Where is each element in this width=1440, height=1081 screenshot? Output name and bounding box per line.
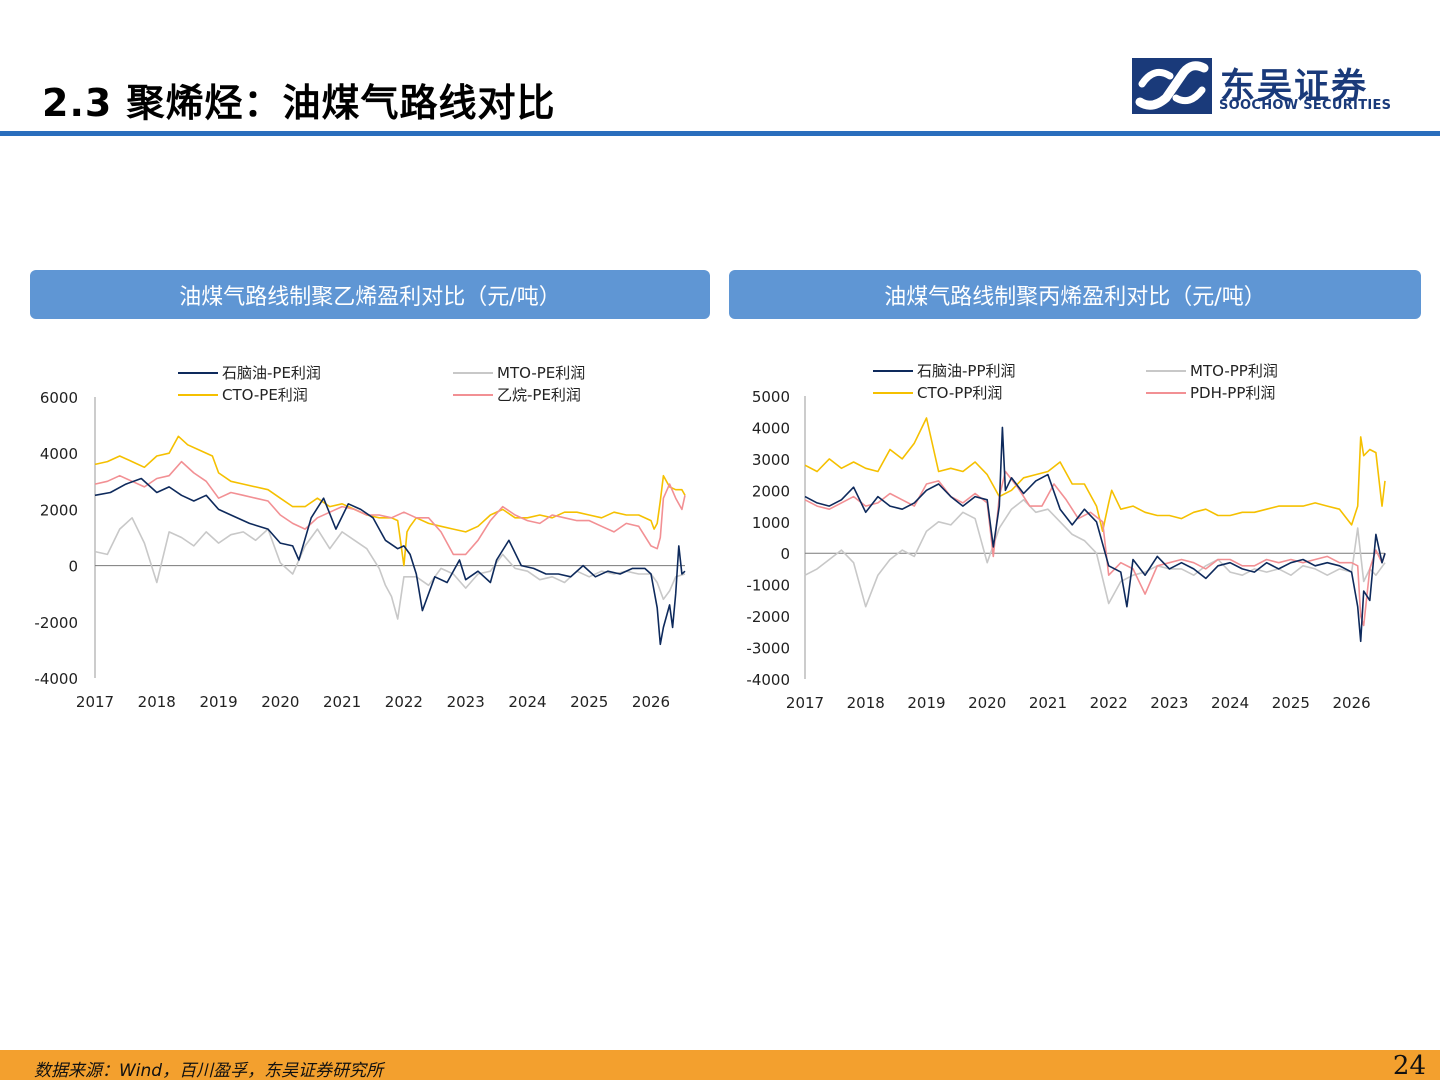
x-tick-label: 2019 [907, 694, 945, 712]
company-logo: 东吴证券 SOOCHOW SECURITIES [1132, 58, 1412, 118]
y-tick-label: 0 [68, 558, 78, 576]
x-tick-label: 2022 [1090, 694, 1128, 712]
y-tick-label: -3000 [746, 640, 790, 658]
logo-mark-icon [1132, 58, 1212, 114]
x-tick-label: 2017 [786, 694, 824, 712]
page-title: 2.3 聚烯烃：油煤气路线对比 [42, 81, 556, 125]
logo-text-en: SOOCHOW SECURITIES [1219, 98, 1392, 113]
x-tick-label: 2018 [847, 694, 885, 712]
x-tick-label: 2023 [1150, 694, 1188, 712]
x-tick-label: 2020 [261, 693, 299, 711]
legend-label: 石脑油-PE利润 [222, 364, 321, 382]
series-line-0 [804, 426, 1386, 643]
pp-chart-title: 油煤气路线制聚丙烯盈利对比（元/吨） [729, 270, 1421, 319]
x-tick-label: 2019 [199, 693, 237, 711]
y-tick-label: -1000 [746, 577, 790, 595]
pp-profit-chart: 5000 4000 3000 2000 1000 0 -1000 -2000 -3000 -400… [746, 362, 1386, 712]
x-tick-label: 2026 [632, 693, 670, 711]
page-number: 24 [1392, 1051, 1426, 1081]
legend-label: MTO-PP利润 [1190, 362, 1278, 380]
x-tick-label: 2018 [138, 693, 176, 711]
logo-text-cn: 东吴证券 [1220, 67, 1369, 107]
legend-label: PDH-PP利润 [1190, 384, 1275, 402]
series-line-1 [94, 517, 686, 620]
series-line-2 [94, 435, 686, 567]
data-source: 数据来源：Wind，百川盈孚，东吴证券研究所 [34, 1061, 384, 1081]
x-tick-label: 2025 [570, 693, 608, 711]
x-tick-label: 2021 [323, 693, 361, 711]
x-tick-label: 2026 [1333, 694, 1371, 712]
x-tick-label: 2023 [447, 693, 485, 711]
y-tick-label: -4000 [746, 671, 790, 689]
x-tick-label: 2020 [968, 694, 1006, 712]
legend-label: CTO-PP利润 [917, 384, 1002, 402]
series-line-0 [94, 477, 686, 646]
y-tick-label: 4000 [40, 445, 78, 463]
legend-label: MTO-PE利润 [497, 364, 585, 382]
x-tick-label: 2021 [1029, 694, 1067, 712]
y-tick-label: 3000 [752, 451, 790, 469]
series-line-3 [804, 470, 1386, 627]
y-tick-label: -4000 [34, 670, 78, 688]
y-tick-label: 0 [780, 545, 790, 563]
y-tick-label: 2000 [752, 482, 790, 500]
x-tick-label: 2017 [76, 693, 114, 711]
x-tick-label: 2024 [508, 693, 546, 711]
series-line-2 [804, 417, 1386, 532]
y-tick-label: 1000 [752, 514, 790, 532]
series-line-3 [94, 460, 686, 556]
y-tick-label: 2000 [40, 501, 78, 519]
footer-bar [0, 1050, 1440, 1080]
y-tick-label: 4000 [752, 419, 790, 437]
legend-label: 石脑油-PP利润 [917, 362, 1016, 380]
x-tick-label: 2022 [385, 693, 423, 711]
y-tick-label: 5000 [752, 388, 790, 406]
header-divider [0, 131, 1440, 136]
pe-chart-title: 油煤气路线制聚乙烯盈利对比（元/吨） [30, 270, 710, 319]
y-tick-label: -2000 [34, 614, 78, 632]
series-line-1 [804, 499, 1386, 608]
y-tick-label: 6000 [40, 389, 78, 407]
x-tick-label: 2025 [1272, 694, 1310, 712]
legend-label: 乙烷-PE利润 [497, 386, 581, 404]
pe-profit-chart: 6000 4000 2000 0 -2000 -4000 2017 2018 2019 2020 2… [34, 364, 686, 711]
y-tick-label: -2000 [746, 608, 790, 626]
legend-label: CTO-PE利润 [222, 386, 308, 404]
x-tick-label: 2024 [1211, 694, 1249, 712]
